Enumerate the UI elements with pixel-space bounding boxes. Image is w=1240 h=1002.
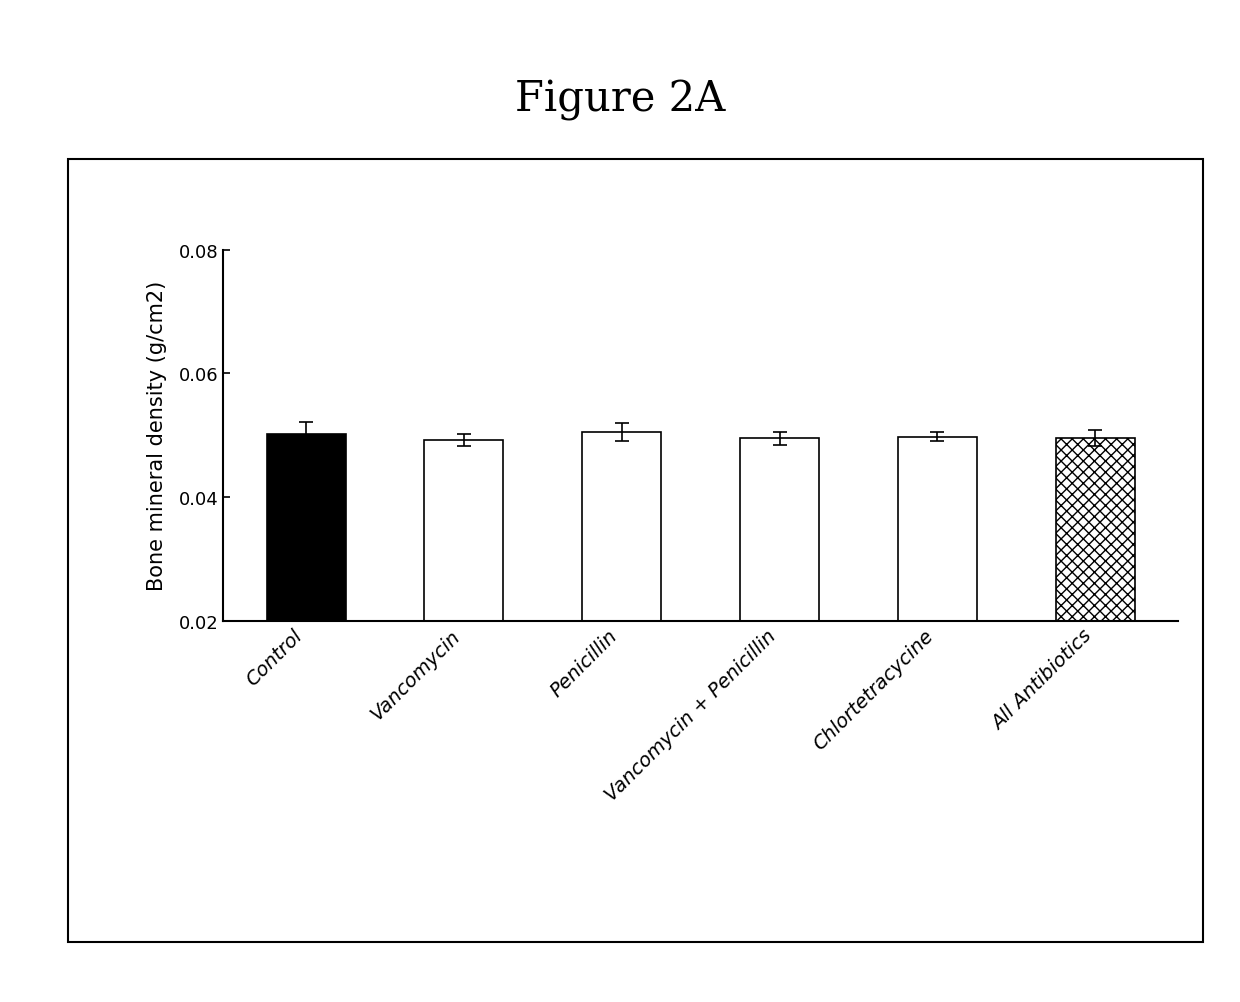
Y-axis label: Bone mineral density (g/cm2): Bone mineral density (g/cm2) [148, 281, 167, 591]
Bar [1055, 439, 1135, 621]
Bar [583, 433, 661, 621]
Bar [898, 437, 977, 621]
Text: Figure 2A: Figure 2A [515, 79, 725, 121]
Bar [740, 439, 818, 621]
Bar [267, 435, 346, 621]
Bar [424, 441, 503, 621]
